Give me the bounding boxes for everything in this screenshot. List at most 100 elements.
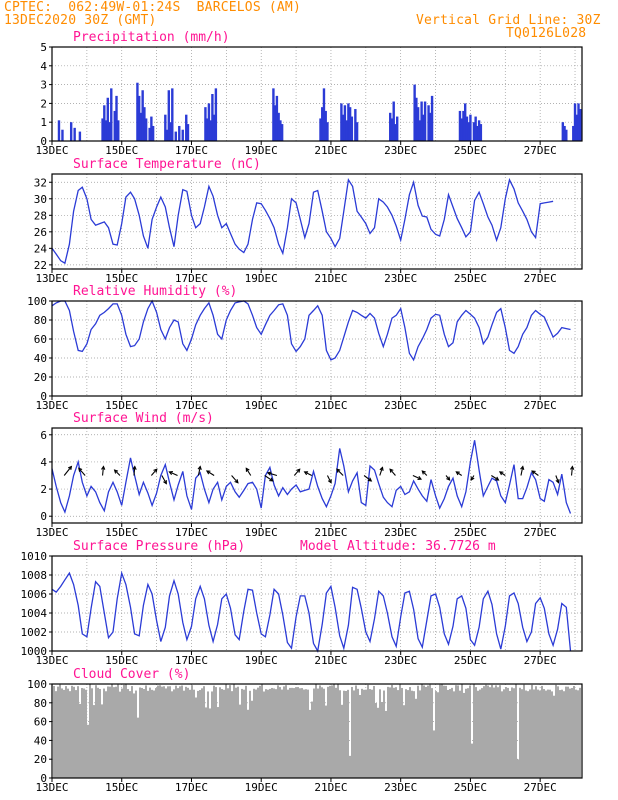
cloud-bar bbox=[367, 684, 369, 778]
panel-title: Precipitation (mm/h) bbox=[73, 30, 230, 45]
x-tick-label: 25DEC bbox=[454, 272, 487, 285]
wind-arrowhead bbox=[132, 465, 137, 470]
cloud-bar bbox=[167, 686, 169, 778]
cloud-bar bbox=[217, 707, 219, 778]
wind-arrowhead bbox=[389, 468, 394, 473]
cloud-bar bbox=[489, 687, 491, 778]
cloud-bar bbox=[483, 686, 485, 778]
wind-arrowhead bbox=[555, 479, 560, 484]
cloud-bar bbox=[221, 689, 223, 778]
precip-bar bbox=[73, 127, 76, 141]
precip-bar bbox=[104, 120, 108, 141]
cloud-bar bbox=[161, 686, 163, 778]
precip-bar bbox=[348, 107, 352, 141]
cloud-bar bbox=[99, 688, 101, 778]
cloud-bar bbox=[225, 684, 227, 778]
wind-arrow bbox=[304, 471, 313, 476]
y-tick-label: 1 bbox=[40, 116, 47, 129]
precip-bar bbox=[340, 103, 343, 141]
cloud-bar bbox=[227, 688, 229, 778]
cloud-bar bbox=[303, 689, 305, 778]
precip-bar bbox=[394, 124, 397, 141]
cloud-bar bbox=[419, 690, 421, 778]
series-line bbox=[51, 570, 572, 653]
precip-bar bbox=[347, 103, 350, 141]
cloud-bar bbox=[55, 691, 57, 778]
cloud-bar bbox=[163, 686, 165, 778]
cloud-bar bbox=[253, 688, 255, 778]
cloud-bar bbox=[211, 691, 213, 778]
series-line bbox=[51, 299, 571, 362]
precip-bar bbox=[577, 103, 580, 141]
cloud-bar bbox=[175, 685, 177, 778]
cloud-bar bbox=[205, 707, 207, 778]
x-tick-label: 15DEC bbox=[105, 399, 138, 412]
precip-bar bbox=[174, 131, 177, 141]
cloud-bar bbox=[477, 690, 479, 778]
y-tick-label: 80 bbox=[34, 697, 47, 710]
cloud-bar bbox=[101, 704, 103, 778]
precip-bar bbox=[165, 129, 169, 141]
cloud-bar bbox=[123, 684, 125, 778]
cloud-bar bbox=[327, 686, 329, 778]
y-tick-label: 2 bbox=[40, 97, 47, 110]
panel-title: Cloud Cover (%) bbox=[73, 667, 190, 682]
cloud-bar bbox=[515, 684, 517, 778]
cloud-bar bbox=[267, 689, 269, 778]
cloud-bar bbox=[79, 703, 81, 778]
cloud-bar bbox=[353, 690, 355, 778]
x-tick-label: 21DEC bbox=[314, 526, 347, 539]
cloud-bar bbox=[59, 684, 61, 778]
y-tick-label: 1000 bbox=[21, 645, 48, 658]
wind-arrow bbox=[161, 475, 167, 484]
wind-arrow bbox=[133, 466, 136, 476]
cloud-bar bbox=[141, 687, 143, 778]
cloud-bar bbox=[415, 698, 417, 778]
precip-bar bbox=[575, 114, 578, 141]
cloud-bar bbox=[187, 687, 189, 778]
precip-bar bbox=[207, 103, 211, 141]
wind-arrowhead bbox=[245, 467, 250, 472]
cloud-bar bbox=[195, 697, 197, 778]
cloud-bar bbox=[243, 689, 245, 778]
wind-arrow bbox=[206, 470, 215, 476]
cloud-bar bbox=[375, 702, 377, 778]
precip-bar bbox=[350, 116, 354, 141]
precip-bar bbox=[150, 116, 153, 141]
cloud-bar bbox=[251, 700, 253, 778]
precip-bar bbox=[474, 116, 477, 141]
wind-arrow bbox=[520, 466, 524, 476]
y-tick-label: 26 bbox=[34, 226, 47, 239]
cloud-bar bbox=[371, 689, 373, 778]
cloud-bar bbox=[107, 686, 109, 778]
precip-bar bbox=[572, 125, 575, 141]
x-tick-label: 15DEC bbox=[105, 526, 138, 539]
x-tick-label: 17DEC bbox=[175, 399, 208, 412]
cloud-bar bbox=[279, 687, 281, 778]
y-tick-label: 80 bbox=[34, 314, 47, 327]
cloud-bar bbox=[153, 690, 155, 778]
cloud-bar bbox=[491, 684, 493, 778]
y-tick-label: 1010 bbox=[21, 550, 48, 563]
x-tick-label: 19DEC bbox=[245, 144, 278, 157]
y-tick-label: 60 bbox=[34, 716, 47, 729]
cloud-bar bbox=[75, 690, 77, 778]
x-tick-label: 25DEC bbox=[454, 526, 487, 539]
cloud-bar bbox=[345, 690, 347, 778]
precip-bar bbox=[57, 120, 61, 141]
precip-bar bbox=[429, 112, 432, 141]
y-tick-label: 28 bbox=[34, 209, 47, 222]
cloud-bar bbox=[341, 704, 343, 778]
cloud-bar bbox=[463, 692, 465, 778]
precip-bar bbox=[69, 122, 73, 141]
cloud-bar bbox=[291, 687, 293, 778]
cloud-bar bbox=[443, 685, 445, 778]
precip-bar bbox=[413, 84, 416, 141]
cloud-bar bbox=[509, 690, 511, 778]
cloud-bar bbox=[543, 689, 545, 778]
precip-bar bbox=[115, 95, 118, 141]
y-tick-label: 40 bbox=[34, 734, 47, 747]
wind-arrow bbox=[264, 475, 274, 482]
precip-bar bbox=[579, 109, 582, 141]
x-tick-label: 15DEC bbox=[105, 654, 138, 667]
